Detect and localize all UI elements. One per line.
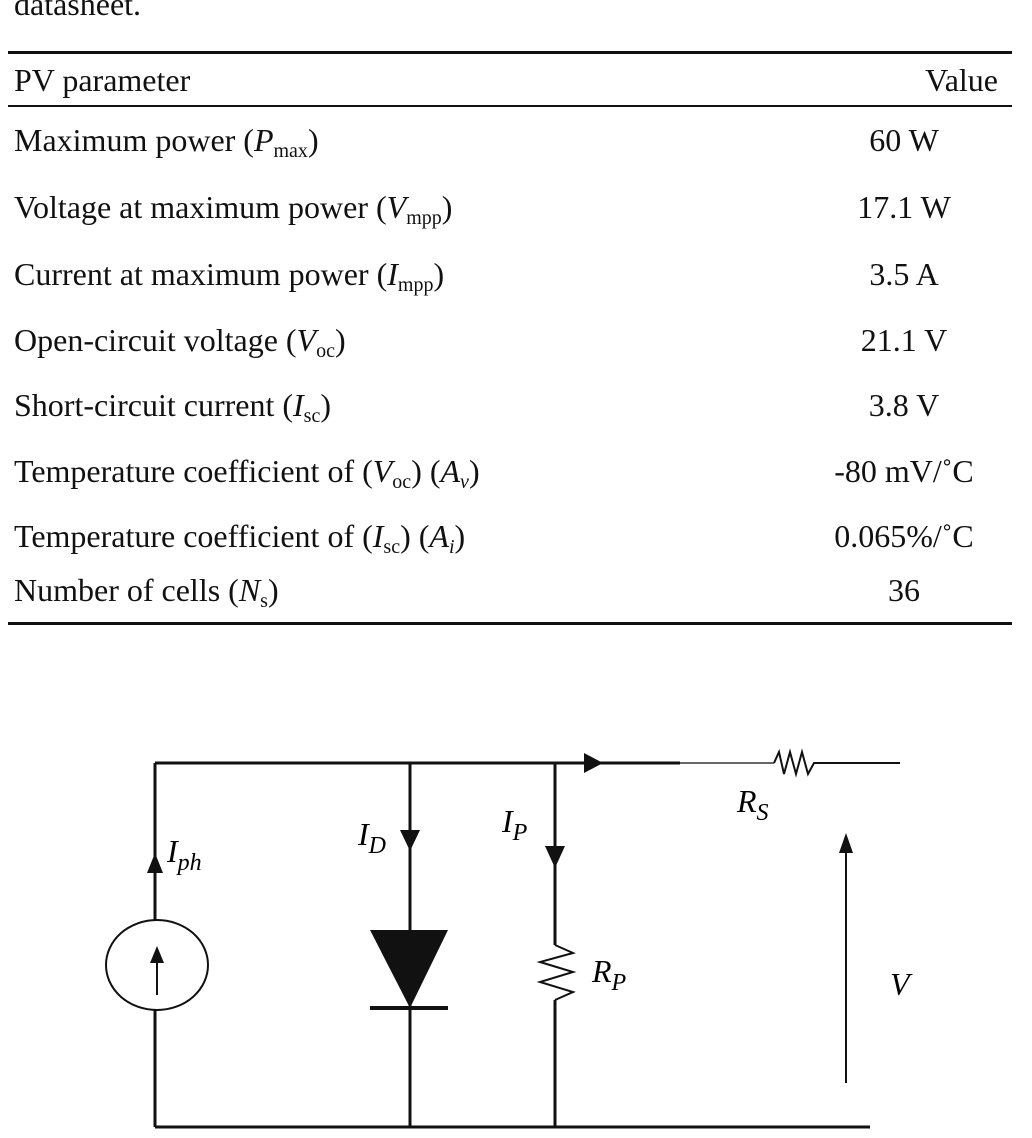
source-arrow-head xyxy=(150,946,164,963)
table-row: Open-circuit voltage (Voc) 21.1 V xyxy=(14,320,1004,362)
table-row: Voltage at maximum power (Vmpp) 17.1 W xyxy=(14,187,1004,229)
value-cell: 17.1 W xyxy=(857,189,951,225)
table-header-rule xyxy=(8,105,1012,107)
header-parameter: PV parameter xyxy=(14,62,191,98)
series-resistor xyxy=(773,748,900,778)
intro-text: datasheet. xyxy=(14,0,142,22)
ip-label: IP xyxy=(501,803,528,846)
value-cell: 60 W xyxy=(869,122,939,158)
header-value: Value xyxy=(925,62,998,98)
parameter-cell: Open-circuit voltage (Voc) xyxy=(14,322,346,362)
table-header-row: PV parameter Value xyxy=(14,60,1004,100)
value-cell: 36 xyxy=(888,572,920,608)
rs-label: RS xyxy=(736,783,769,826)
table-row: Temperature coefficient of (Voc) (Av) -80… xyxy=(14,451,1004,493)
shunt-resistor xyxy=(536,944,577,1001)
value-cell: 21.1 V xyxy=(860,322,948,358)
parameter-cell: Maximum power (Pmax) xyxy=(14,122,319,162)
id-arrow-icon xyxy=(400,830,420,851)
diode-icon xyxy=(370,930,448,1008)
value-cell: 3.8 V xyxy=(868,387,940,423)
output-current-arrow-icon xyxy=(584,753,603,773)
table-top-rule xyxy=(8,51,1012,54)
table-bottom-rule xyxy=(8,622,1012,625)
table-row: Temperature coefficient of (Isc) (Ai) 0.0… xyxy=(14,516,1004,558)
parameter-cell: Short-circuit current (Isc) xyxy=(14,387,331,427)
parameter-cell: Temperature coefficient of (Isc) (Ai) xyxy=(14,518,466,558)
value-cell: 3.5 A xyxy=(869,256,939,292)
parameter-cell: Voltage at maximum power (Vmpp) xyxy=(14,189,453,229)
current-source xyxy=(105,919,209,1011)
table-row: Current at maximum power (Impp) 3.5 A xyxy=(14,254,1004,296)
table-row: Maximum power (Pmax) 60 W xyxy=(14,120,1004,162)
parameter-cell: Number of cells (Ns) xyxy=(14,572,279,612)
iph-arrow-icon xyxy=(147,853,163,873)
parameter-cell: Temperature coefficient of (Voc) (Av) xyxy=(14,453,480,493)
voltage-arrow-head xyxy=(839,833,853,853)
rp-label: RP xyxy=(591,953,627,996)
value-cell: -80 mV/˚C xyxy=(834,453,974,489)
ip-arrow-icon xyxy=(545,846,565,868)
voltage-label: V xyxy=(890,966,913,1002)
id-label: ID xyxy=(357,816,386,859)
table-row: Short-circuit current (Isc) 3.8 V xyxy=(14,385,1004,427)
table-row: Number of cells (Ns) 36 xyxy=(14,570,1004,612)
value-cell: 0.065%/˚C xyxy=(834,518,974,554)
parameter-cell: Current at maximum power (Impp) xyxy=(14,256,445,296)
iph-label: Iph xyxy=(166,833,202,876)
